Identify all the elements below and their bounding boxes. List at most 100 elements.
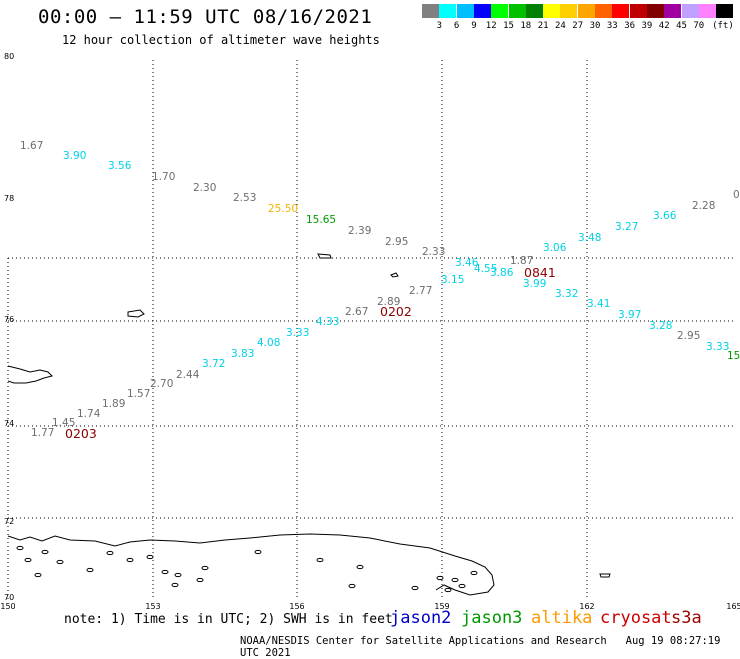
coastline xyxy=(7,253,611,596)
swh-value-label: 1.67 xyxy=(20,140,43,152)
legend-label: 6 xyxy=(453,21,460,31)
lon-tick-label: 150 xyxy=(0,602,15,611)
legend-swatch xyxy=(439,4,457,18)
islet xyxy=(451,577,459,583)
swh-value-label: 2.95 xyxy=(677,330,700,342)
lon-tick-label: 165 xyxy=(726,602,740,611)
swh-value-label: 3.66 xyxy=(653,210,677,222)
island-a xyxy=(127,309,145,318)
legend-label: 30 xyxy=(589,21,601,31)
swh-value-label: 3.83 xyxy=(231,348,254,360)
swh-value-label: 4.55 xyxy=(474,263,497,275)
island-b xyxy=(317,253,332,259)
swh-value-label: 3.15 xyxy=(441,274,464,286)
pass-time-label: 0841 xyxy=(524,265,556,280)
legend-label: 36 xyxy=(624,21,636,31)
legend-swatch xyxy=(595,4,612,18)
legend-label: 18 xyxy=(520,21,532,31)
legend-swatch xyxy=(525,4,543,18)
swh-value-label: 3.41 xyxy=(587,298,610,310)
island-d xyxy=(599,573,611,578)
satellite-legend-jason3: jason3 xyxy=(461,608,523,628)
credit-line: NOAA/NESDIS Center for Satellite Applica… xyxy=(240,635,740,659)
map-title: 00:00 – 11:59 UTC 08/16/2021 xyxy=(38,6,373,28)
legend-swatch xyxy=(698,4,716,18)
swh-value-label: 2.44 xyxy=(176,369,200,381)
swh-value-label: 3.32 xyxy=(555,288,578,300)
satellite-legend-altika: altika xyxy=(531,608,593,628)
swh-value-label: 2.77 xyxy=(409,285,432,297)
swh-value-label: 2.89 xyxy=(377,296,400,308)
islet xyxy=(16,545,24,551)
islet xyxy=(174,572,182,578)
legend-label: 45 xyxy=(676,21,687,31)
legend-label: (ft) xyxy=(712,21,734,31)
lon-tick-label: 156 xyxy=(289,602,304,611)
legend-swatch xyxy=(577,4,595,18)
islet xyxy=(254,549,262,555)
legend-label: 33 xyxy=(606,21,618,31)
swh-value-label: 2.67 xyxy=(345,306,368,318)
legend-label: 3 xyxy=(436,21,443,31)
credit-text: NOAA/NESDIS Center for Satellite Applica… xyxy=(240,635,607,647)
islet xyxy=(470,570,478,576)
swh-value-label: 3.28 xyxy=(649,320,672,332)
islet xyxy=(126,557,134,563)
lon-tick-label: 159 xyxy=(434,602,449,611)
swh-value-label: 2.30 xyxy=(193,182,216,194)
swh-value-label: 4.08 xyxy=(257,337,280,349)
swh-value-label: 3.56 xyxy=(108,160,132,172)
islet xyxy=(146,554,154,560)
islet xyxy=(356,564,364,570)
satellite-legend-s3a: s3a xyxy=(671,608,702,628)
swh-value-label: 2.70 xyxy=(150,378,173,390)
islet xyxy=(196,577,204,583)
swh-value-label: 1.57 xyxy=(127,388,150,400)
swh-value-label: 3.46 xyxy=(455,257,479,269)
swh-value-label: 3.90 xyxy=(63,150,86,162)
swh-value-label: 4.33 xyxy=(316,316,339,328)
islet xyxy=(106,550,114,556)
footnote: note: 1) Time is in UTC; 2) SWH is in fe… xyxy=(64,612,393,627)
swh-value-label: 1.87 xyxy=(510,255,533,267)
map-frame xyxy=(8,60,734,600)
graticule xyxy=(7,60,734,600)
swh-value-label: 1.45 xyxy=(52,417,75,429)
lat-tick-label: 76 xyxy=(4,315,14,324)
coast-west xyxy=(7,365,53,384)
swh-value-label: 25.50 xyxy=(268,203,298,215)
pass-time-label: 0202 xyxy=(380,304,412,319)
islet xyxy=(444,587,452,593)
legend-swatch xyxy=(646,4,664,18)
satellite-legend-cryosat: cryosat xyxy=(600,608,672,628)
islet xyxy=(411,585,419,591)
swh-value-label: 1.77 xyxy=(31,427,54,439)
legend-label: 39 xyxy=(641,21,653,31)
legend-label: 9 xyxy=(471,21,477,31)
legend-swatch xyxy=(508,4,526,18)
legend-swatch xyxy=(629,4,647,18)
swh-value-label: 2.28 xyxy=(692,200,715,212)
islet xyxy=(458,583,466,589)
islet xyxy=(436,575,444,581)
legend-swatch xyxy=(422,4,439,18)
swh-value-label: 3.06 xyxy=(543,242,567,254)
legend-swatch xyxy=(473,4,491,18)
legend-swatch xyxy=(456,4,474,18)
islet xyxy=(24,557,32,563)
swh-value-label: 3.97 xyxy=(618,309,641,321)
islet xyxy=(171,582,179,588)
swh-value-label: 3.27 xyxy=(615,221,638,233)
lat-tick-label: 80 xyxy=(4,52,14,61)
swh-value-label: 2.95 xyxy=(385,236,408,248)
swh-value-label: 1.89 xyxy=(102,398,125,410)
legend-swatch xyxy=(543,4,561,18)
swh-value-label: 3.86 xyxy=(490,267,514,279)
legend-swatch xyxy=(560,4,578,18)
swh-value-label: 3.48 xyxy=(578,232,601,244)
legend-swatch xyxy=(681,4,699,18)
swh-value-label: 3.72 xyxy=(202,358,225,370)
legend-swatch xyxy=(716,4,734,18)
legend-label: 24 xyxy=(555,21,566,31)
islet xyxy=(56,559,64,565)
